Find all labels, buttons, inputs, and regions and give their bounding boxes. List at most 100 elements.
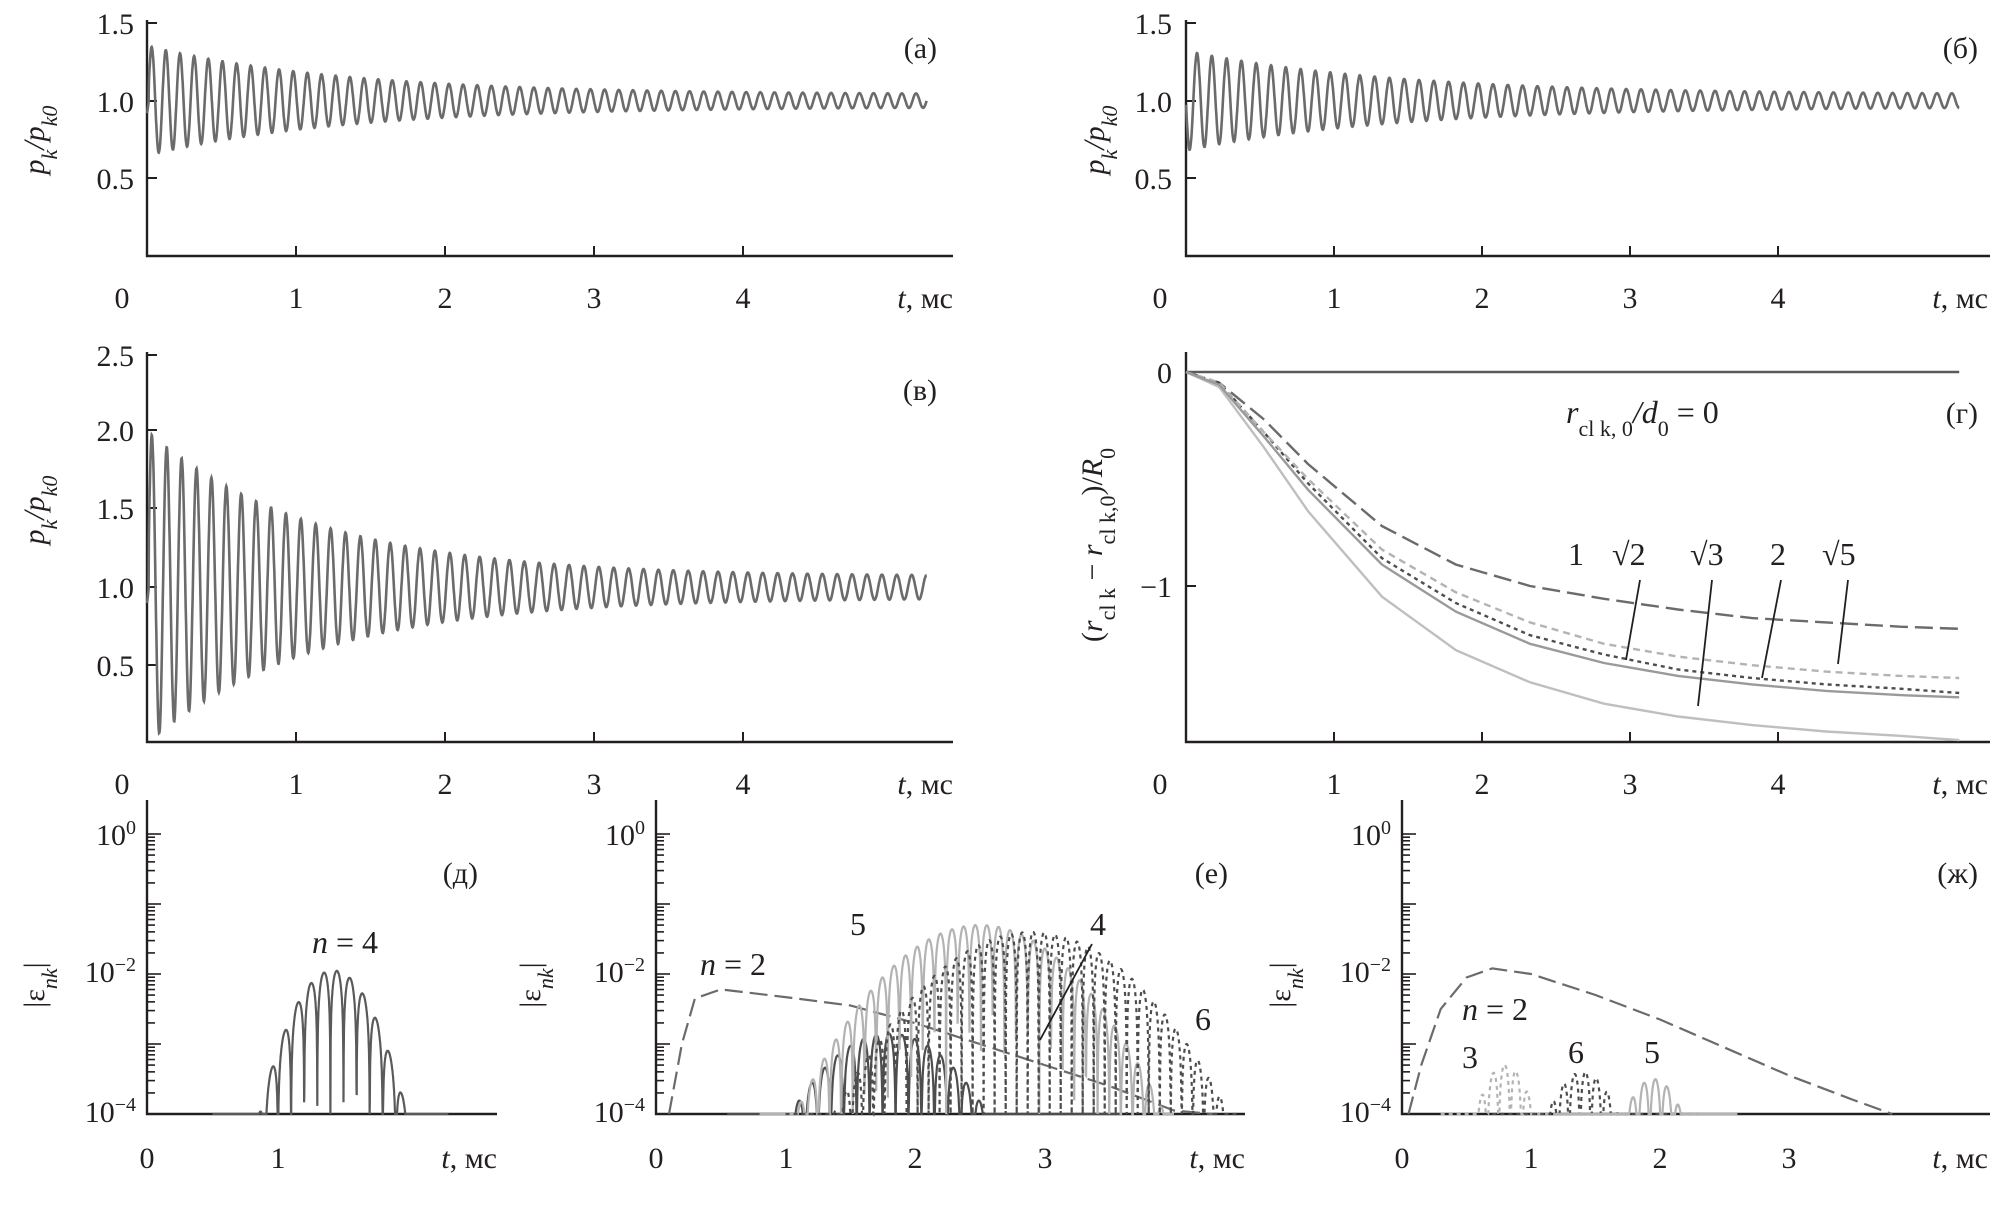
- panel-a-xtick-label: 1: [289, 282, 304, 315]
- panel-e-ytick-label: 10−4: [594, 1094, 645, 1129]
- panel-a-ticks: [147, 22, 744, 256]
- panel-b-xtick-label: 4: [1771, 282, 1786, 315]
- panel-zh-xtick-label: 3: [1782, 1142, 1797, 1175]
- panel-zh-annotation: 6: [1568, 1034, 1584, 1070]
- panel-g-xtick-label: 1: [1327, 768, 1342, 801]
- panel-g-ytick-label: 0: [1157, 357, 1172, 390]
- curve-label: 2: [1770, 536, 1786, 572]
- panel-g-annotation: rcl k, 0/d0 = 0: [1566, 394, 1719, 441]
- panel-d-xtick-label: 1: [271, 1142, 286, 1175]
- panel-d-label: (д): [443, 857, 478, 890]
- panel-d-xtick-label: 0: [140, 1142, 155, 1175]
- panel-v: 2.5 2.0 1.5 1.0 0.5 0 1 2 3 4 t, мс (в) …: [18, 340, 953, 801]
- panel-zh-ytick-label: 10−4: [1340, 1094, 1391, 1129]
- panel-g-ytick-label: −1: [1140, 571, 1172, 604]
- panel-a-xtick-label: 0: [115, 282, 130, 315]
- panel-zh-ylabel: |εnk|: [1264, 962, 1308, 1007]
- panel-e-annotation: n = 2: [700, 946, 766, 982]
- panel-v-xtick-label: 2: [438, 768, 453, 801]
- panel-a-xtick-label: 3: [587, 282, 602, 315]
- series-line: [1185, 370, 1960, 742]
- panel-a-ytick-label: 0.5: [97, 163, 135, 196]
- panel-a-ylabel: pk/pk0: [18, 106, 62, 177]
- panel-zh-xtick-label: 1: [1524, 1142, 1539, 1175]
- leader-line: [1625, 579, 1641, 661]
- series-line: [1185, 370, 1960, 699]
- panel-b-ytick-label: 0.5: [1135, 163, 1173, 196]
- series-line: [1185, 370, 1960, 695]
- panel-zh-log-ticks: [1402, 833, 1416, 1115]
- panel-e-xtick-label: 2: [908, 1142, 923, 1175]
- curve-label: √2: [1612, 536, 1646, 572]
- panel-zh-label: (ж): [1937, 857, 1978, 890]
- panel-e-annotation: 6: [1195, 1001, 1211, 1037]
- panel-e-label: (е): [1195, 857, 1228, 890]
- panel-a-axes: [145, 20, 953, 258]
- panel-v-ytick-label: 0.5: [97, 650, 135, 683]
- panel-zh-axes: [1400, 800, 1990, 1116]
- curve-label: 1: [1568, 536, 1584, 572]
- series-line: [1185, 370, 1960, 630]
- panel-e: 100 10−2 10−4 0 1 2 3 t, мс (е) |εnk| n …: [514, 800, 1245, 1175]
- panel-g-curve-labels: 1 √2 √3 2 √5: [1568, 536, 1856, 707]
- panel-zh-series-group: [1407, 967, 1893, 1116]
- panel-d-ytick-label: 10−2: [85, 954, 136, 989]
- panel-e-xtick-label: 1: [779, 1142, 794, 1175]
- panel-a-ytick-label: 1.5: [97, 8, 135, 41]
- panel-d-ytick-label: 100: [96, 817, 136, 852]
- panel-v-ytick-label: 1.5: [97, 493, 135, 526]
- panel-b-ylabel: pk/pk0: [1078, 106, 1122, 177]
- panel-g-xtick-label: 3: [1623, 768, 1638, 801]
- panel-b-xtick-label: 0: [1153, 282, 1168, 315]
- panel-b-ticks: [1186, 22, 1779, 256]
- panel-zh-annotation: 3: [1462, 1039, 1478, 1075]
- series-line: [759, 923, 1174, 1116]
- panel-d-xlabel: t, мс: [441, 1142, 497, 1175]
- panel-g-xlabel: t, мс: [1932, 768, 1988, 801]
- panel-b-xtick-label: 1: [1327, 282, 1342, 315]
- panel-b-ytick-label: 1.0: [1135, 86, 1173, 119]
- series-line: [1556, 1078, 1738, 1116]
- panel-g-ylabel: (rcl k − rcl k,0)/R0: [1076, 448, 1120, 642]
- panel-zh-ytick-label: 100: [1351, 817, 1391, 852]
- panel-v-xtick-label: 1: [289, 768, 304, 801]
- panel-v-label: (в): [903, 374, 937, 407]
- panel-zh-annotation: n = 2: [1462, 991, 1528, 1027]
- panel-v-ticks: [147, 354, 744, 742]
- panel-e-xtick-label: 0: [649, 1142, 664, 1175]
- panel-b-xtick-label: 2: [1475, 282, 1490, 315]
- panel-g: 0 −1 0 1 2 3 4 t, мс (г) rcl k, 0/d0 = 0…: [1076, 352, 1990, 801]
- panel-v-xtick-label: 0: [115, 768, 130, 801]
- panel-v-ytick-label: 2.5: [97, 340, 135, 373]
- panel-v-xtick-label: 4: [736, 768, 751, 801]
- panel-g-axes: [1184, 352, 1990, 744]
- panel-v-series: [145, 431, 928, 736]
- panel-e-ylabel: |εnk|: [514, 962, 558, 1007]
- panel-a-xtick-label: 4: [736, 282, 751, 315]
- panel-zh-xtick-label: 2: [1653, 1142, 1668, 1175]
- panel-b-xlabel: t, мс: [1932, 282, 1988, 315]
- panel-g-xtick-label: 0: [1153, 768, 1168, 801]
- series-line: [785, 930, 1239, 1117]
- leader-line: [1039, 943, 1093, 1041]
- panel-e-xtick-label: 3: [1038, 1142, 1053, 1175]
- panel-v-xtick-label: 3: [587, 768, 602, 801]
- series-line: [1492, 1071, 1699, 1116]
- panel-d-ytick-label: 10−4: [85, 1094, 136, 1129]
- panel-e-series-group: [667, 923, 1239, 1117]
- curve-label: √3: [1690, 536, 1724, 572]
- panel-b-series: [1184, 51, 1960, 152]
- panel-e-ytick-label: 100: [605, 817, 645, 852]
- panel-e-annotation: 4: [1090, 906, 1106, 942]
- panel-v-ylabel: pk/pk0: [18, 476, 62, 547]
- panel-a-xtick-label: 2: [438, 282, 453, 315]
- panel-zh-xtick-label: 0: [1395, 1142, 1410, 1175]
- leader-line: [1761, 579, 1782, 679]
- panel-e-log-ticks: [656, 833, 670, 1115]
- panel-a-xlabel: t, мс: [897, 282, 953, 315]
- panel-g-xtick-label: 2: [1475, 768, 1490, 801]
- panel-zh: 100 10−2 10−4 0 1 2 3 t, мс (ж) |εnk| n …: [1264, 800, 1990, 1175]
- panel-a-ytick-label: 1.0: [97, 86, 135, 119]
- panel-b-ytick-label: 1.5: [1135, 8, 1173, 41]
